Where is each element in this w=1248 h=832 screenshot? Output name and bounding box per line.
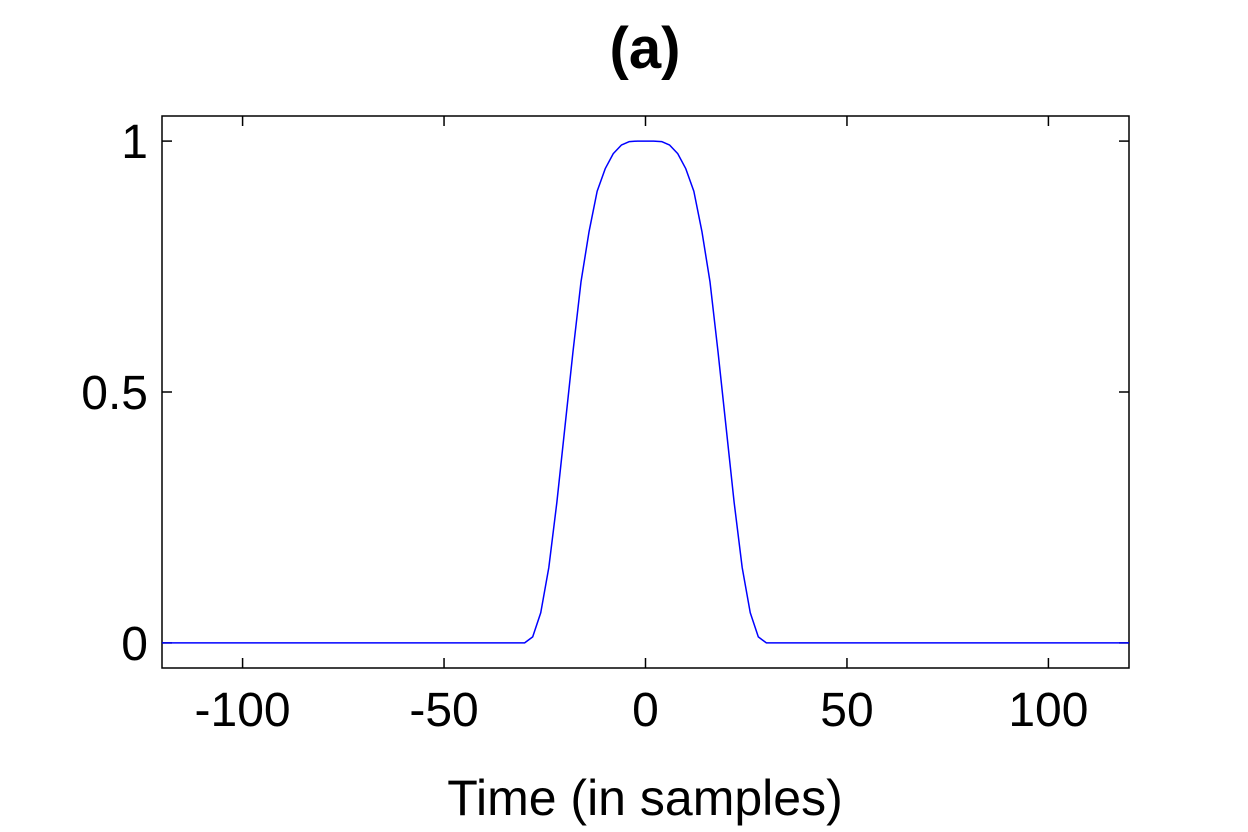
x-tick-label: -100 [195, 684, 291, 737]
chart-title: (a) [610, 16, 681, 81]
y-tick-label: 1 [121, 116, 148, 169]
y-tick-label: 0.5 [81, 367, 148, 420]
x-tick-label: -50 [409, 684, 478, 737]
y-tick-label: 0 [121, 618, 148, 671]
plot-area: -100 -50 0 50 100 0 0.5 1 [81, 115, 1130, 737]
x-tick-label: 50 [820, 684, 873, 737]
series-line [162, 140, 1129, 644]
axes-box [161, 115, 1130, 669]
x-tick-label: 0 [632, 684, 659, 737]
x-axis-label: Time (in samples) [447, 770, 842, 826]
x-tick-label: 100 [1008, 684, 1088, 737]
